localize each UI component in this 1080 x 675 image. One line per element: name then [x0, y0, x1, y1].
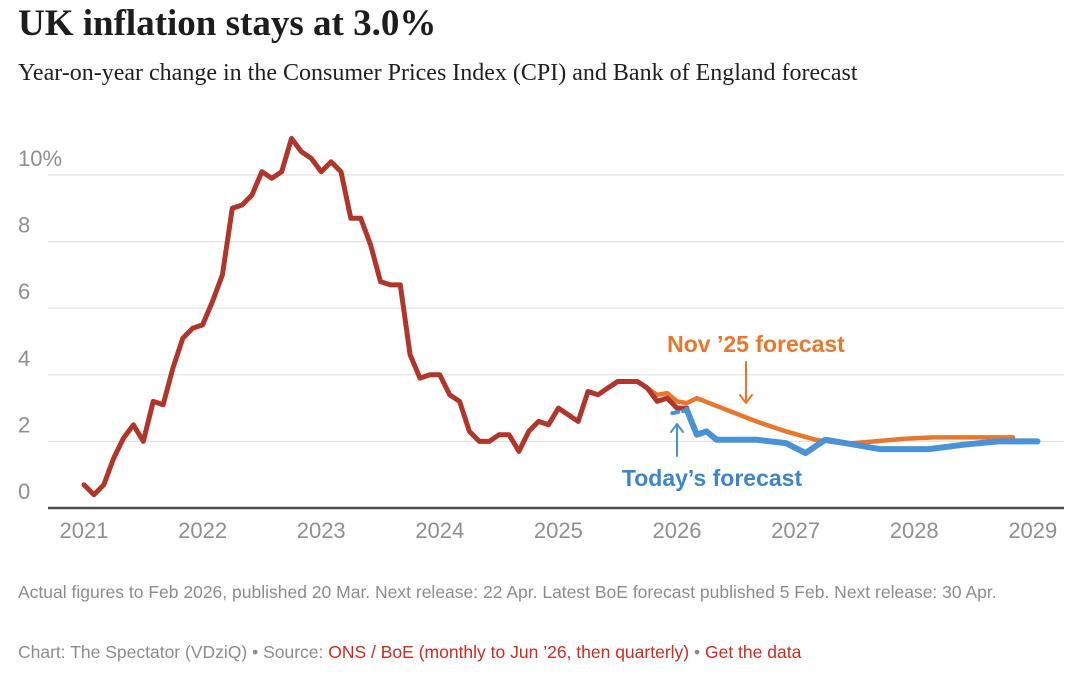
y-tick-label-2: 2 — [18, 412, 30, 437]
x-tick-label-2023: 2023 — [297, 518, 346, 543]
get-the-data-link[interactable]: Get the data — [704, 642, 802, 662]
y-tick-label-8: 8 — [18, 213, 30, 238]
x-tick-label-2026: 2026 — [653, 518, 702, 543]
y-tick-label-0: 0 — [18, 479, 30, 504]
today-forecast-arrow — [670, 423, 684, 457]
page-title: UK inflation stays at 3.0% — [18, 3, 437, 44]
credit-text: Chart: The Spectator (VDziQ) — [18, 642, 248, 662]
x-tick-label-2029: 2029 — [1008, 518, 1057, 543]
x-tick-label-2022: 2022 — [178, 518, 227, 543]
today-forecast-label: Today’s forecast — [622, 465, 803, 491]
source-label: Source: — [263, 642, 329, 662]
x-tick-label-2024: 2024 — [415, 518, 464, 543]
source-link[interactable]: ONS / BoE (monthly to Jun ’26, then quar… — [328, 642, 690, 662]
nov25-forecast-label: Nov ’25 forecast — [667, 331, 845, 357]
chart-subtitle: Year-on-year change in the Consumer Pric… — [18, 60, 858, 86]
bullet-separator: • — [247, 642, 264, 662]
credit-line: Chart: The Spectator (VDziQ) • Source: O… — [18, 642, 801, 663]
x-tick-label-2025: 2025 — [534, 518, 583, 543]
series-line-today-forecast — [683, 406, 1041, 457]
y-tick-label-10: 10% — [18, 146, 62, 171]
bullet-separator: • — [689, 642, 705, 662]
x-tick-label-2027: 2027 — [771, 518, 820, 543]
series-line-actual-cpi — [81, 135, 690, 498]
y-tick-label-6: 6 — [18, 279, 30, 304]
nov25-forecast-arrow — [739, 361, 753, 404]
y-tick-label-4: 4 — [18, 346, 30, 371]
x-tick-label-2021: 2021 — [60, 518, 109, 543]
footnote: Actual figures to Feb 2026, published 20… — [18, 582, 997, 602]
x-tick-label-2028: 2028 — [890, 518, 939, 543]
series-line-nov25-forecast — [645, 385, 1016, 446]
